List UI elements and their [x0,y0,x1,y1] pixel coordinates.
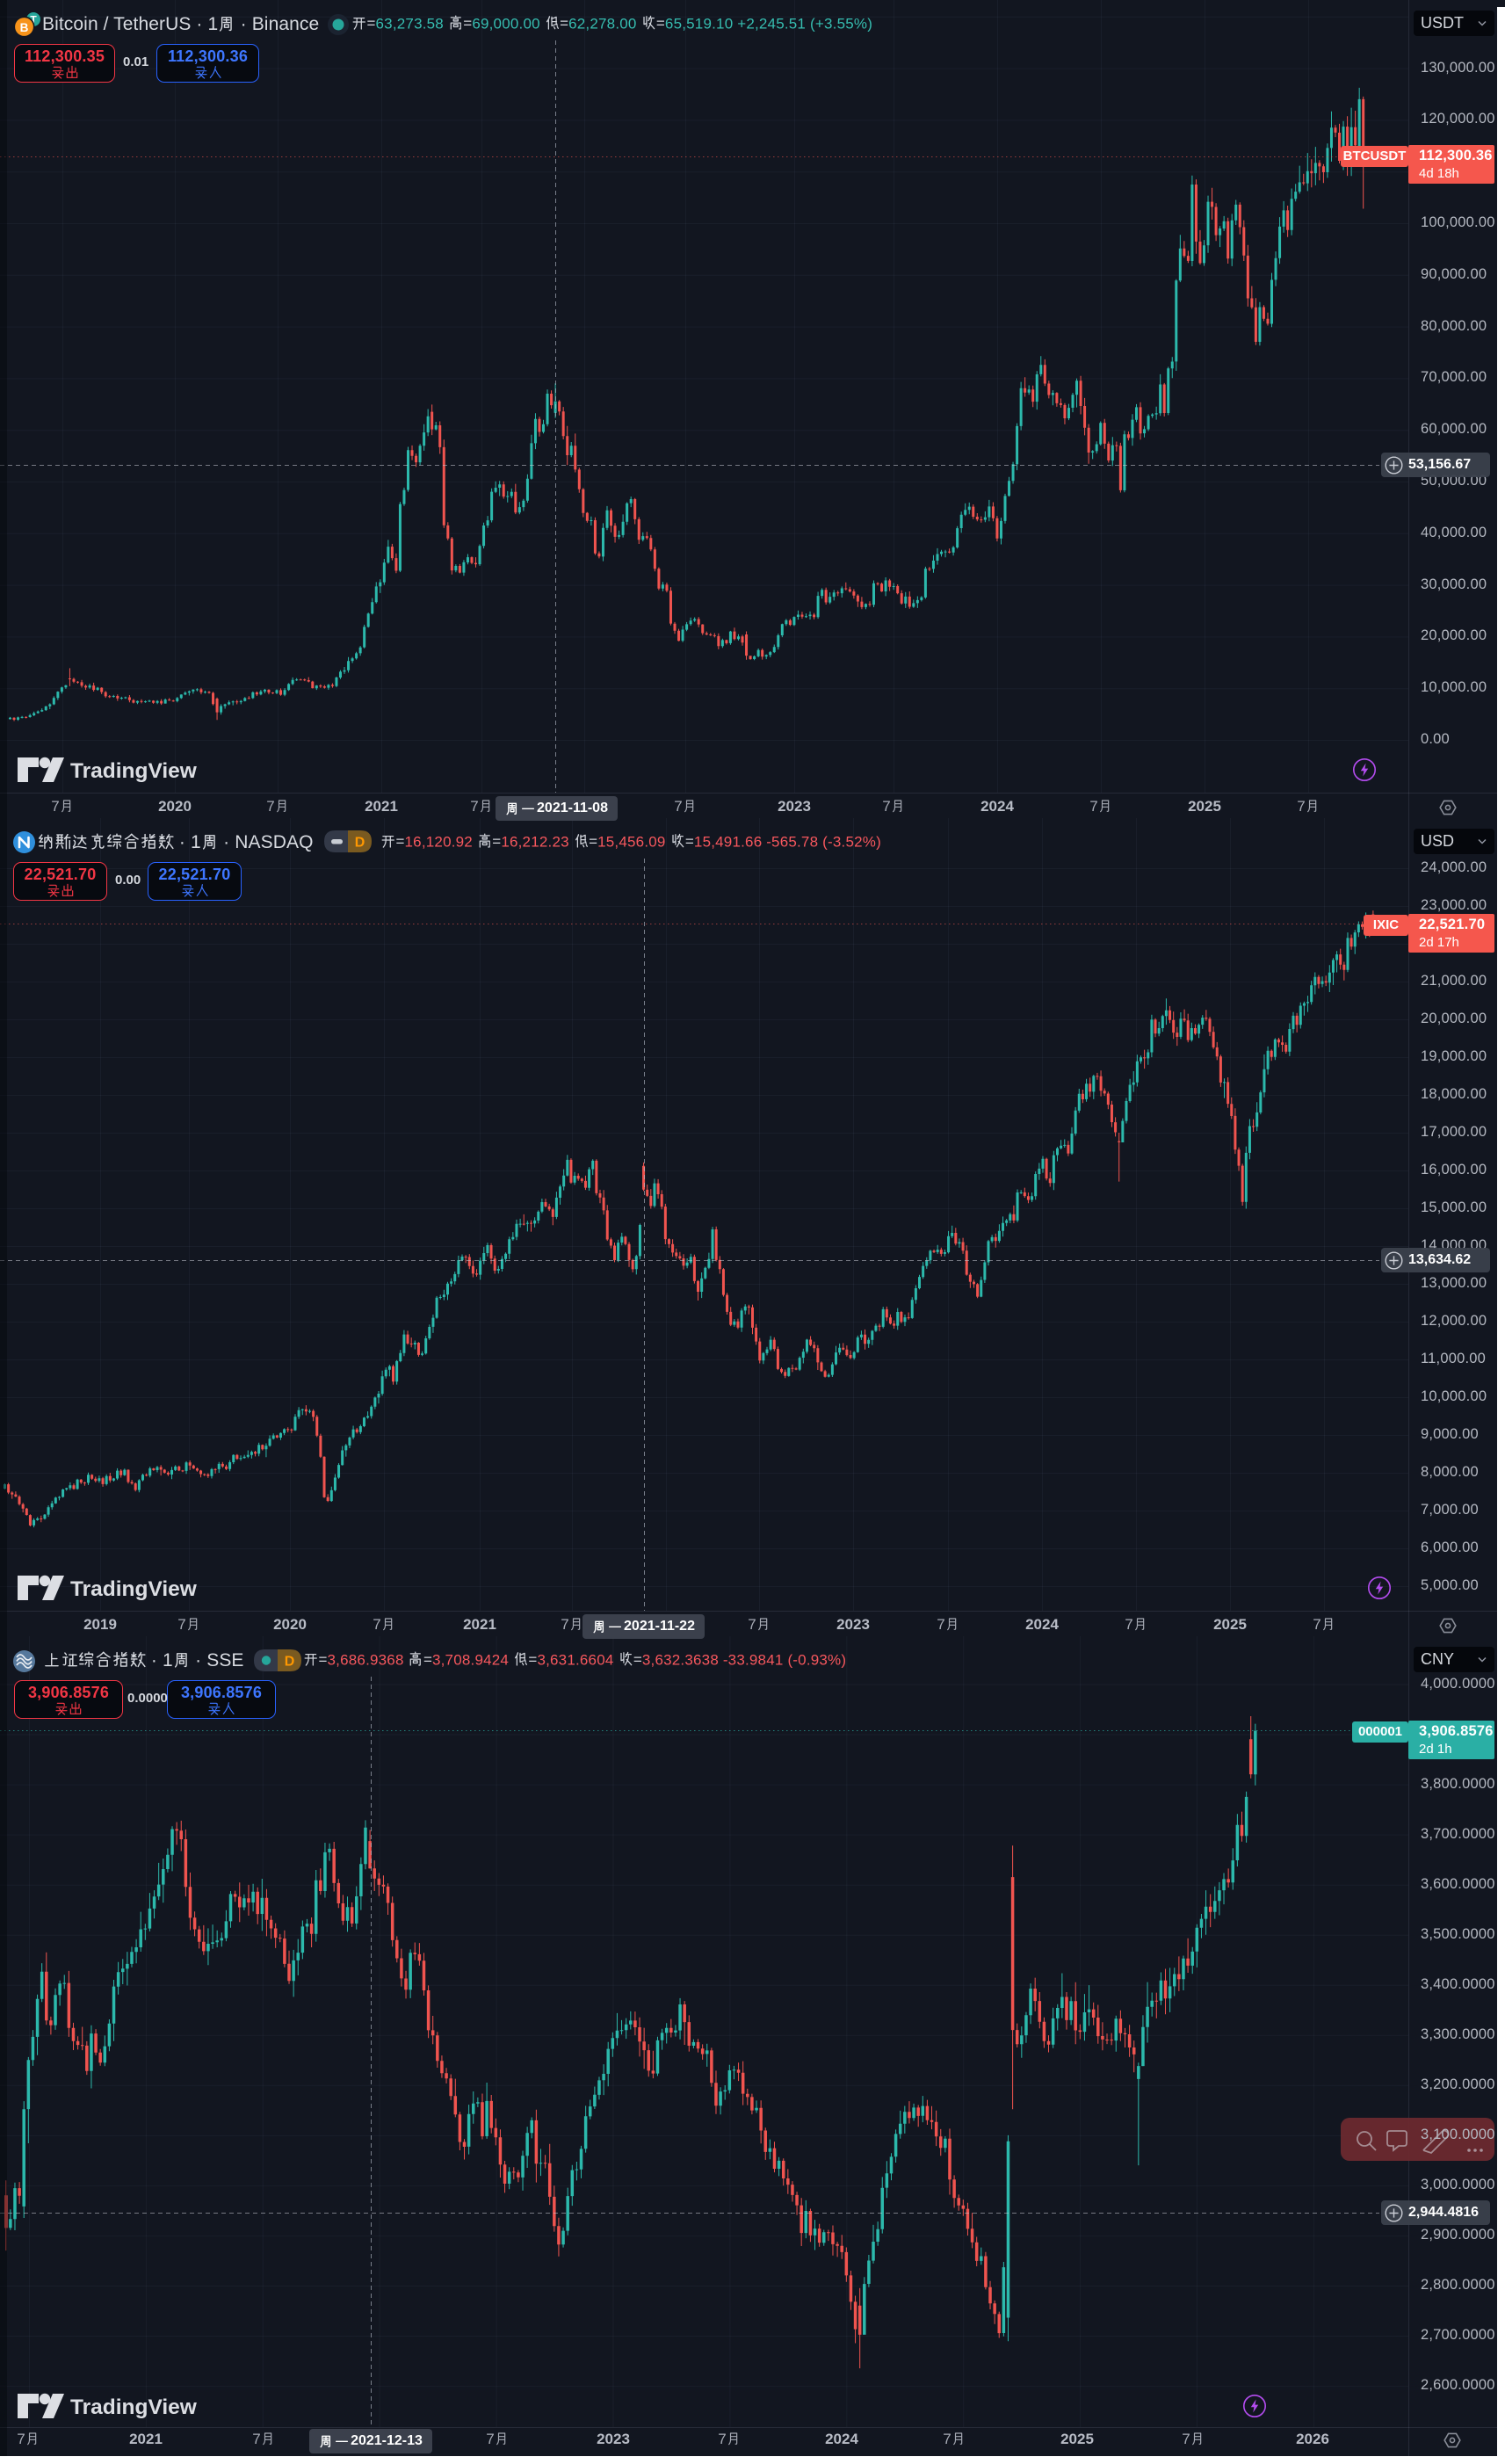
svg-text:TradingView: TradingView [70,759,198,783]
svg-text:TradingView: TradingView [70,1577,198,1601]
svg-text:TradingView: TradingView [70,2395,198,2419]
svg-text:T: T [30,14,37,26]
svg-text:D: D [285,1655,295,1670]
svg-text:B: B [20,21,29,34]
svg-text:D: D [355,836,365,851]
